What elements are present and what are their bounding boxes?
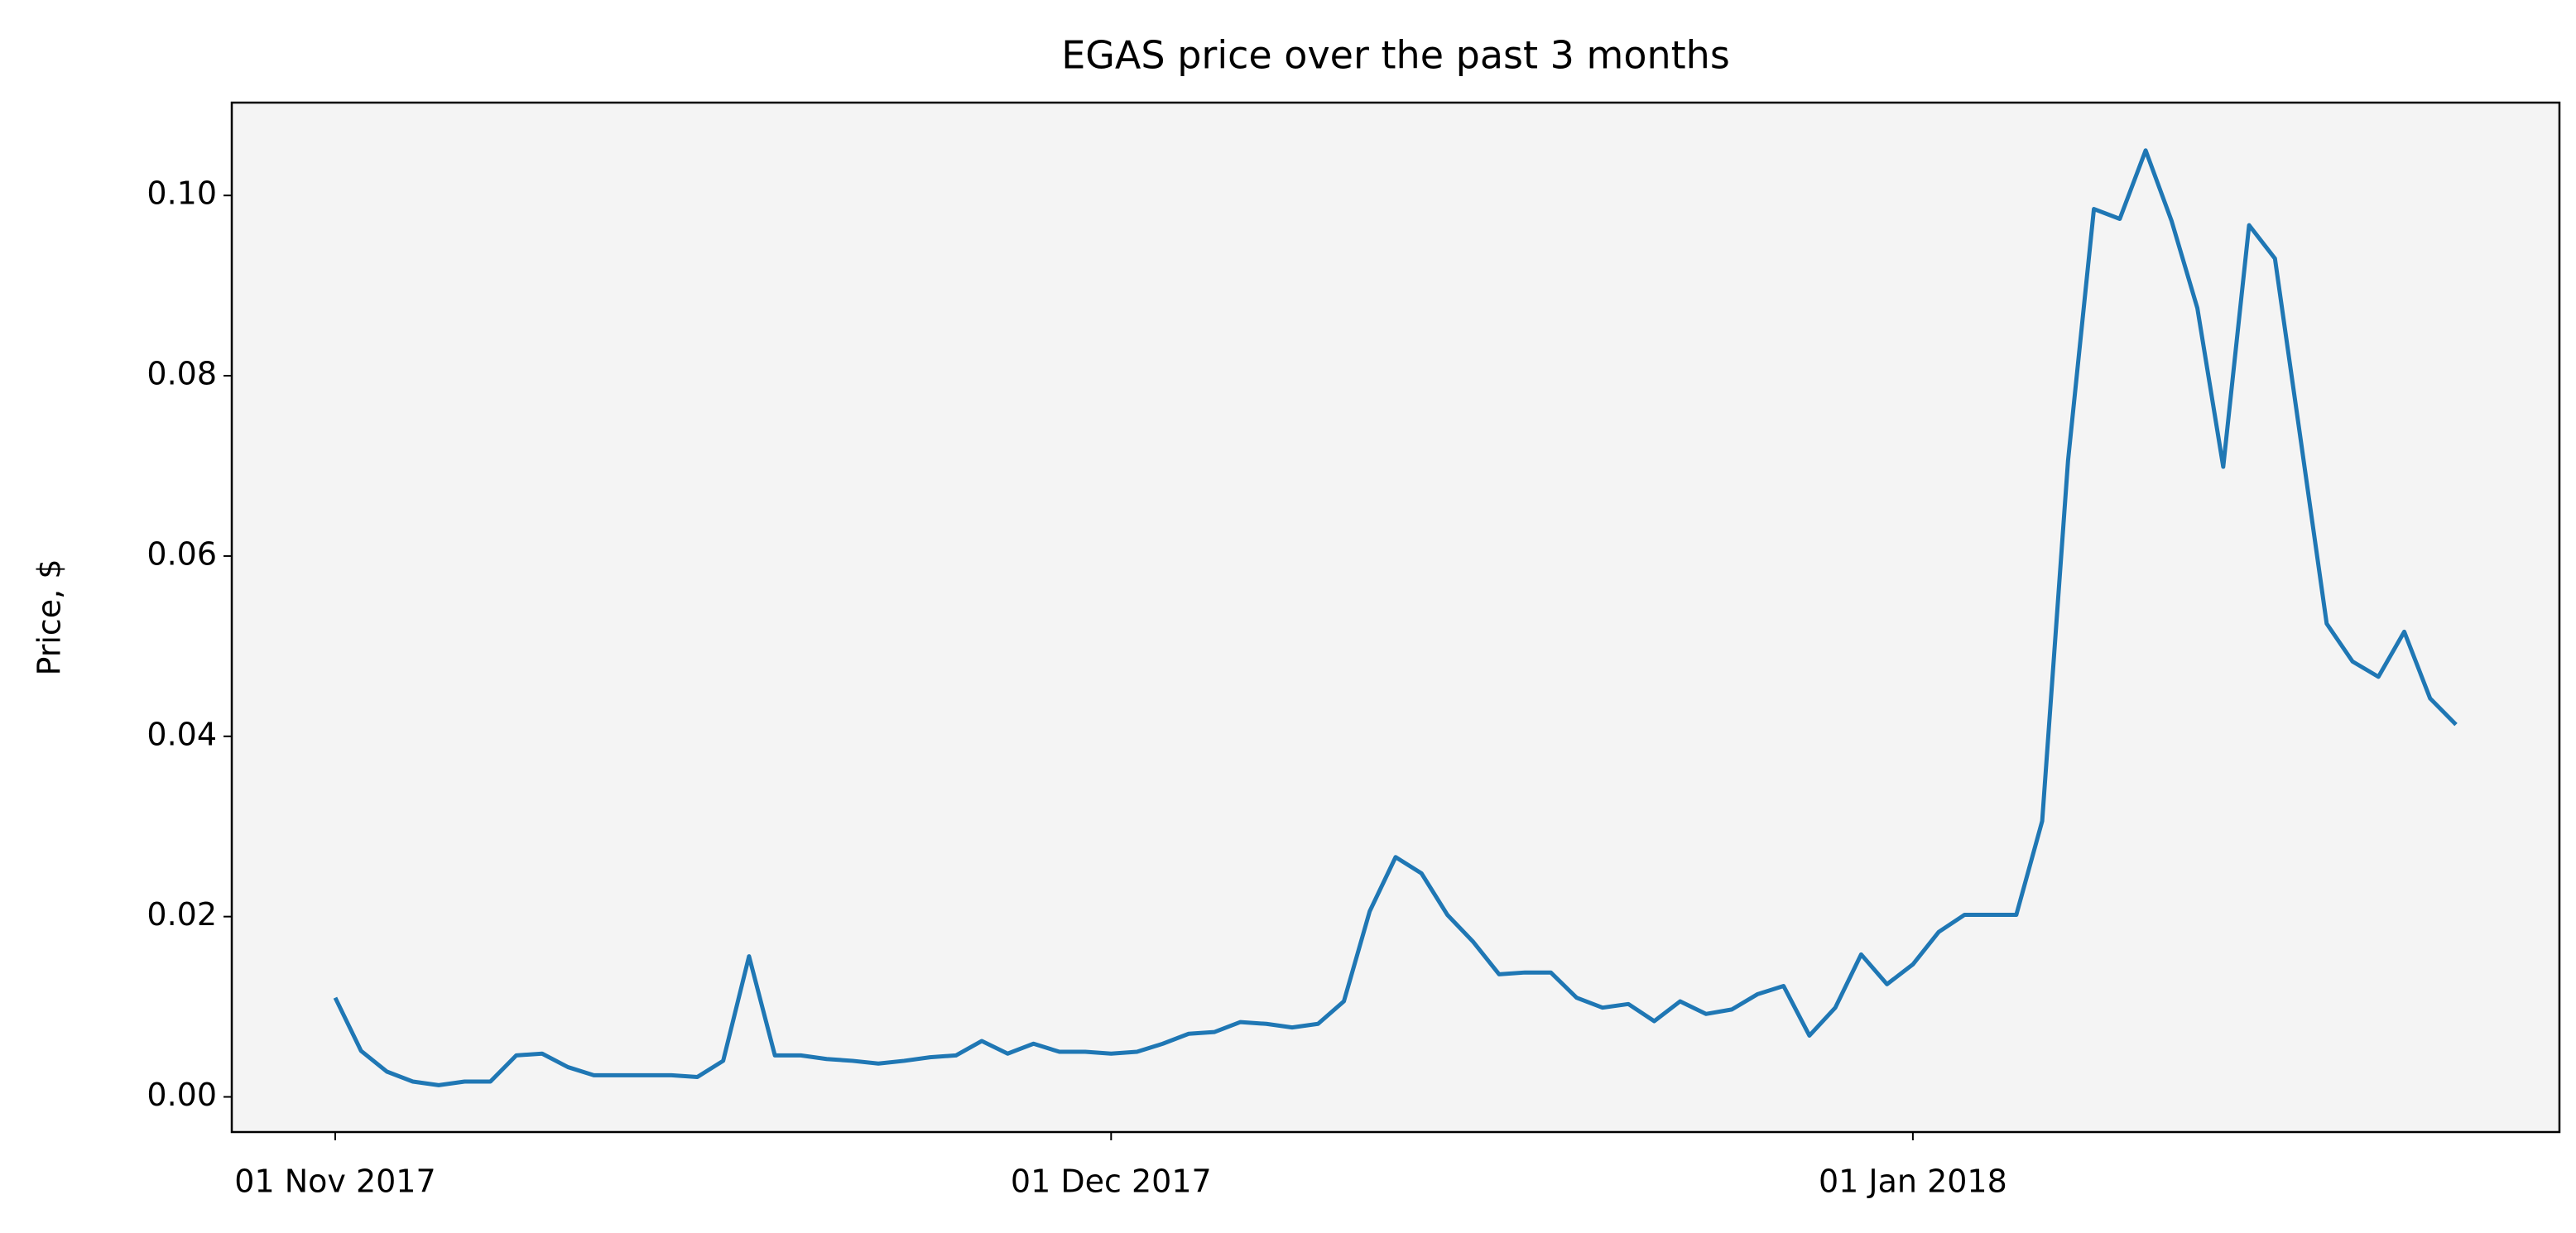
y-tick-label: 0.06 bbox=[147, 535, 217, 572]
y-tick-label: 0.02 bbox=[147, 896, 217, 933]
plot-area bbox=[232, 103, 2559, 1132]
y-tick-label: 0.00 bbox=[147, 1077, 217, 1113]
chart-title: EGAS price over the past 3 months bbox=[1061, 33, 1730, 78]
price-line bbox=[333, 148, 2458, 1087]
x-tick-label: 01 Jan 2018 bbox=[1819, 1163, 2007, 1200]
x-tick-label: 01 Nov 2017 bbox=[234, 1163, 435, 1200]
plot-frame bbox=[230, 101, 2561, 1134]
y-tick-label: 0.04 bbox=[147, 716, 217, 752]
y-tick-label: 0.10 bbox=[147, 175, 217, 212]
x-tick-label: 01 Dec 2017 bbox=[1011, 1163, 1212, 1200]
y-tick-label: 0.08 bbox=[147, 356, 217, 392]
y-axis-label: Price, $ bbox=[31, 559, 68, 675]
